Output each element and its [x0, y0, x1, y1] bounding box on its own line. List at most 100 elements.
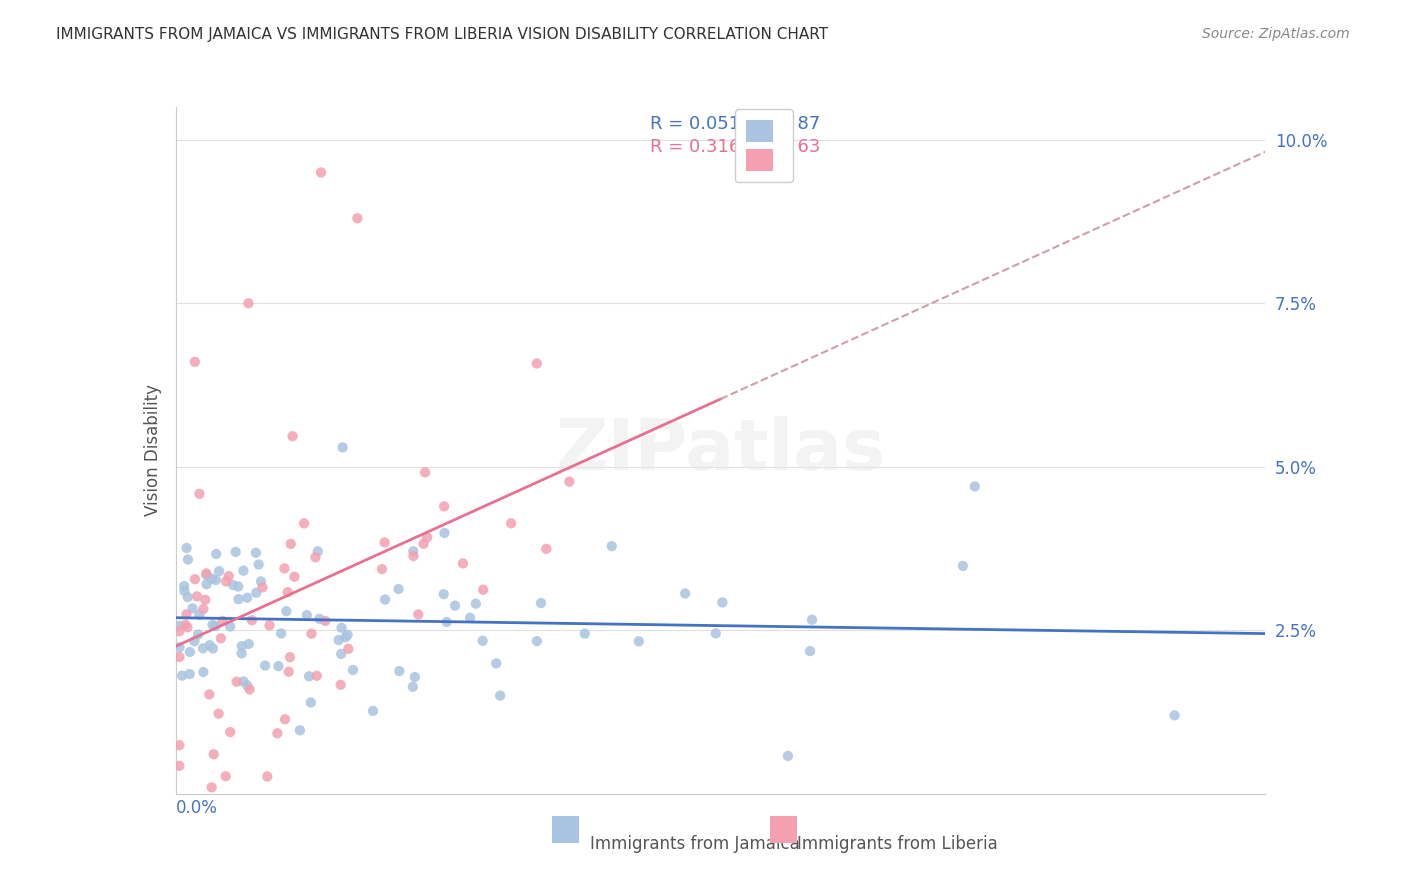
Point	[176, 607, 198, 622]
Point	[252, 581, 274, 595]
Point	[236, 591, 259, 605]
Point	[211, 614, 233, 628]
Point	[195, 568, 218, 582]
Point	[266, 726, 288, 740]
Point	[187, 627, 209, 641]
Point	[309, 165, 332, 179]
Point	[169, 759, 191, 773]
Text: Immigrants from Jamaica: Immigrants from Jamaica	[591, 835, 800, 853]
Point	[574, 626, 596, 640]
Point	[256, 770, 278, 784]
Point	[226, 580, 249, 594]
Point	[558, 475, 581, 489]
Point	[433, 500, 456, 514]
Point	[301, 626, 323, 640]
Point	[179, 645, 201, 659]
Point	[173, 579, 195, 593]
Point	[225, 674, 247, 689]
Point	[169, 624, 191, 639]
Point	[215, 574, 238, 589]
Point	[801, 613, 824, 627]
Point	[198, 688, 221, 702]
Point	[328, 633, 350, 648]
Point	[404, 670, 426, 684]
Point	[277, 665, 299, 679]
Point	[245, 585, 267, 599]
Point	[530, 596, 553, 610]
Point	[371, 562, 394, 576]
Text: Source: ZipAtlas.com: Source: ZipAtlas.com	[1202, 27, 1350, 41]
Point	[236, 678, 259, 692]
Point	[201, 572, 224, 586]
Point	[526, 357, 548, 371]
Point	[188, 607, 211, 622]
Point	[963, 479, 986, 493]
Point	[799, 644, 821, 658]
Point	[219, 725, 242, 739]
Point	[270, 626, 292, 640]
Point	[183, 634, 205, 648]
Point	[250, 574, 273, 589]
Point	[436, 615, 458, 629]
Point	[336, 628, 359, 642]
Point	[219, 619, 242, 633]
Point	[387, 582, 409, 596]
Point	[471, 633, 494, 648]
Point	[172, 668, 194, 682]
Point	[245, 546, 267, 560]
Point	[361, 704, 384, 718]
Point	[489, 689, 512, 703]
Point	[193, 602, 215, 616]
Point	[408, 607, 430, 622]
Point	[184, 572, 207, 586]
Point	[307, 544, 329, 558]
Point	[402, 680, 425, 694]
Point	[342, 663, 364, 677]
Point	[433, 525, 456, 540]
Point	[247, 558, 270, 572]
Point	[240, 613, 263, 627]
Point	[416, 530, 439, 544]
Point	[169, 640, 191, 655]
Point	[673, 586, 696, 600]
Point	[239, 682, 262, 697]
Point	[711, 595, 734, 609]
Point	[202, 747, 225, 762]
Point	[191, 641, 214, 656]
Point	[314, 614, 336, 628]
Point	[374, 535, 396, 549]
Point	[238, 296, 260, 310]
Point	[332, 441, 354, 455]
Point	[412, 537, 434, 551]
Point	[413, 466, 436, 480]
Point	[952, 558, 974, 573]
Point	[335, 630, 357, 644]
Point	[444, 599, 467, 613]
Point	[184, 355, 207, 369]
Point	[274, 712, 297, 726]
Point	[173, 584, 195, 599]
Point	[222, 578, 245, 592]
Point	[329, 678, 352, 692]
Point	[330, 621, 353, 635]
Point	[337, 641, 360, 656]
Point	[299, 696, 322, 710]
Text: 0.0%: 0.0%	[176, 799, 218, 817]
Point	[464, 597, 486, 611]
Point	[209, 632, 232, 646]
Point	[278, 650, 301, 665]
Point	[176, 590, 198, 604]
Point	[179, 667, 201, 681]
Point	[1163, 708, 1185, 723]
Point	[218, 569, 240, 583]
Point	[194, 592, 217, 607]
Point	[205, 573, 228, 587]
Point	[458, 611, 481, 625]
Point	[388, 664, 411, 678]
Y-axis label: Vision Disability: Vision Disability	[143, 384, 162, 516]
Point	[254, 658, 277, 673]
Point	[208, 706, 231, 721]
Point	[174, 617, 197, 632]
Point	[231, 646, 253, 660]
Point	[176, 541, 198, 555]
